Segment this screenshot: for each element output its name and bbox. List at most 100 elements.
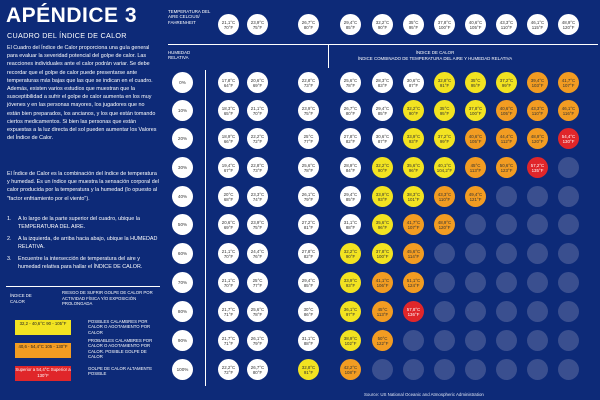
heat-index-cell: 20°C 68°F <box>218 186 239 207</box>
cell-celsius: 37,8°C <box>468 105 483 111</box>
heat-index-cell: 40,6°C 105°F <box>465 128 486 149</box>
cell-fahrenheit: 95°F <box>439 110 450 116</box>
cell-celsius: 27,8°C <box>343 133 358 139</box>
heat-index-cell: 43,3°C 110°F <box>434 186 455 207</box>
cell-celsius: 23,3°C <box>250 191 265 197</box>
heat-index-cell <box>496 359 517 380</box>
cell-celsius: 18,3°C <box>221 105 236 111</box>
cell-fahrenheit: 121°F <box>469 196 482 202</box>
cell-fahrenheit: 70°F <box>223 282 234 288</box>
humidity-label: 30% <box>172 157 193 178</box>
cell-celsius: 23,9°C <box>301 105 316 111</box>
step-item: 1. A lo largo de la parte superior del cu… <box>7 216 159 231</box>
heat-index-cell: 45°C 113°F <box>372 301 393 322</box>
cell-celsius: 38,3°C <box>406 191 421 197</box>
cell-celsius: 20,6°C <box>221 219 236 225</box>
cell-fahrenheit: 78°F <box>252 311 263 317</box>
cell-celsius: 38,9°C <box>343 335 358 341</box>
heat-index-cell <box>558 157 579 178</box>
heat-index-cell: 51,1°C 124°F <box>403 272 424 293</box>
cell-celsius: 48,9°C <box>437 219 452 225</box>
heat-index-cell: 35°C 95°F <box>434 100 455 121</box>
cell-fahrenheit: 97°F <box>345 311 356 317</box>
cell-fahrenheit: 96°F <box>408 167 419 173</box>
cell-fahrenheit: 114°F <box>407 253 420 259</box>
heat-index-cell: 37,8°C 100°F <box>465 100 486 121</box>
heat-index-cell: 29,4°C 85°F <box>298 272 319 293</box>
cell-fahrenheit: 100°F <box>469 110 482 116</box>
heat-index-cell <box>496 301 517 322</box>
heat-index-cell: 21,7°C 71°F <box>218 330 239 351</box>
cell-celsius: 32,2°C <box>343 248 358 254</box>
heat-index-cell <box>527 359 548 380</box>
step-number: 1. <box>7 216 12 222</box>
heat-index-cell <box>558 301 579 322</box>
legend-label-yellow: POSIBLES CALAMBRES POR CALOR O AGOTAMIEN… <box>88 319 151 335</box>
heat-index-cell <box>558 272 579 293</box>
cell-celsius: 31,1°C <box>343 219 358 225</box>
temperature-header: TEMPERATURA DEL AIRE CELCIUS/ FAHRENHEIT <box>168 9 211 25</box>
temperature-header-cell: 23,9°C 75°F <box>247 14 268 35</box>
cell-fahrenheit: 113°F <box>469 167 482 173</box>
page-title: APÉNDICE 3 <box>6 4 138 27</box>
heat-index-cell <box>527 214 548 235</box>
cell-fahrenheit: 78°F <box>303 167 314 173</box>
heat-index-cell: 45,6°C 114°F <box>403 243 424 264</box>
cell-celsius: 32,2°C <box>375 162 390 168</box>
cell-fahrenheit: 73°F <box>303 82 314 88</box>
heat-index-cell <box>496 272 517 293</box>
cell-fahrenheit: 78°F <box>345 82 356 88</box>
cell-celsius: 57,8°C <box>406 306 421 312</box>
heat-index-cell: 18,3°C 65°F <box>218 100 239 121</box>
cell-celsius: 23,9°C <box>250 219 265 225</box>
heat-index-cell <box>372 359 393 380</box>
temperature-header-cell: 48,9°C 120°F <box>558 14 579 35</box>
cell-celsius: 24,4°C <box>250 248 265 254</box>
cell-celsius: 22,8°C <box>301 77 316 83</box>
cell-fahrenheit: 64°F <box>223 82 234 88</box>
heat-index-cell: 32,2°C 90°F <box>372 157 393 178</box>
cell-celsius: 22,2°C <box>250 133 265 139</box>
heat-index-cell: 20,6°C 69°F <box>247 72 268 93</box>
cell-celsius: 33,9°C <box>375 191 390 197</box>
cell-celsius: 21,7°C <box>221 306 236 312</box>
cell-celsius: 21,1°C <box>221 248 236 254</box>
cell-celsius: 28,3°C <box>375 77 390 83</box>
heat-index-cell: 45°C 113°F <box>465 157 486 178</box>
heat-index-cell <box>434 330 455 351</box>
cell-celsius: 23,9°C <box>250 19 265 25</box>
cell-fahrenheit: 80°F <box>303 24 314 30</box>
heat-index-cell: 35,6°C 96°F <box>372 214 393 235</box>
cell-celsius: 30°C <box>303 306 314 312</box>
cell-celsius: 45°C <box>470 162 481 168</box>
cell-fahrenheit: 82°F <box>303 253 314 259</box>
cell-celsius: 21,1°C <box>221 19 236 25</box>
cell-celsius: 35°C <box>439 105 450 111</box>
heat-index-cell: 37,2°C 99°F <box>434 128 455 149</box>
heat-index-cell: 32,8°C 91°F <box>434 72 455 93</box>
cell-celsius: 40,6°C <box>499 105 514 111</box>
cell-celsius: 29,4°C <box>343 19 358 25</box>
cell-fahrenheit: 93°F <box>408 138 419 144</box>
heat-index-cell: 49,4°C 121°F <box>465 186 486 207</box>
heat-index-cell: 21,1°C 70°F <box>218 243 239 264</box>
cell-fahrenheit: 110°F <box>531 110 544 116</box>
heat-index-cell: 21,7°C 71°F <box>218 301 239 322</box>
cell-celsius: 21,1°C <box>250 105 265 111</box>
cell-celsius: 27,8°C <box>301 248 316 254</box>
step-number: 3. <box>7 256 12 263</box>
heat-index-cell: 44,4°C 112°F <box>496 128 517 149</box>
cell-fahrenheit: 116°F <box>562 110 575 116</box>
page-subtitle: CUADRO DEL ÍNDICE DE CALOR <box>7 31 127 40</box>
step-item: 2. A la izquierda, de arriba hacia abajo,… <box>7 236 159 251</box>
cell-fahrenheit: 88°F <box>303 340 314 346</box>
heat-index-cell: 29,4°C 85°F <box>340 186 361 207</box>
cell-celsius: 49,4°C <box>468 191 483 197</box>
cell-celsius: 25°C <box>303 133 314 139</box>
cell-celsius: 18,9°C <box>221 133 236 139</box>
heat-index-cell: 41,7°C 107°F <box>403 214 424 235</box>
heat-index-cell: 36,1°C 97°F <box>340 301 361 322</box>
heat-index-cell: 21,1°C 70°F <box>218 272 239 293</box>
cell-fahrenheit: 136°F <box>407 311 420 317</box>
heat-index-cell <box>527 330 548 351</box>
